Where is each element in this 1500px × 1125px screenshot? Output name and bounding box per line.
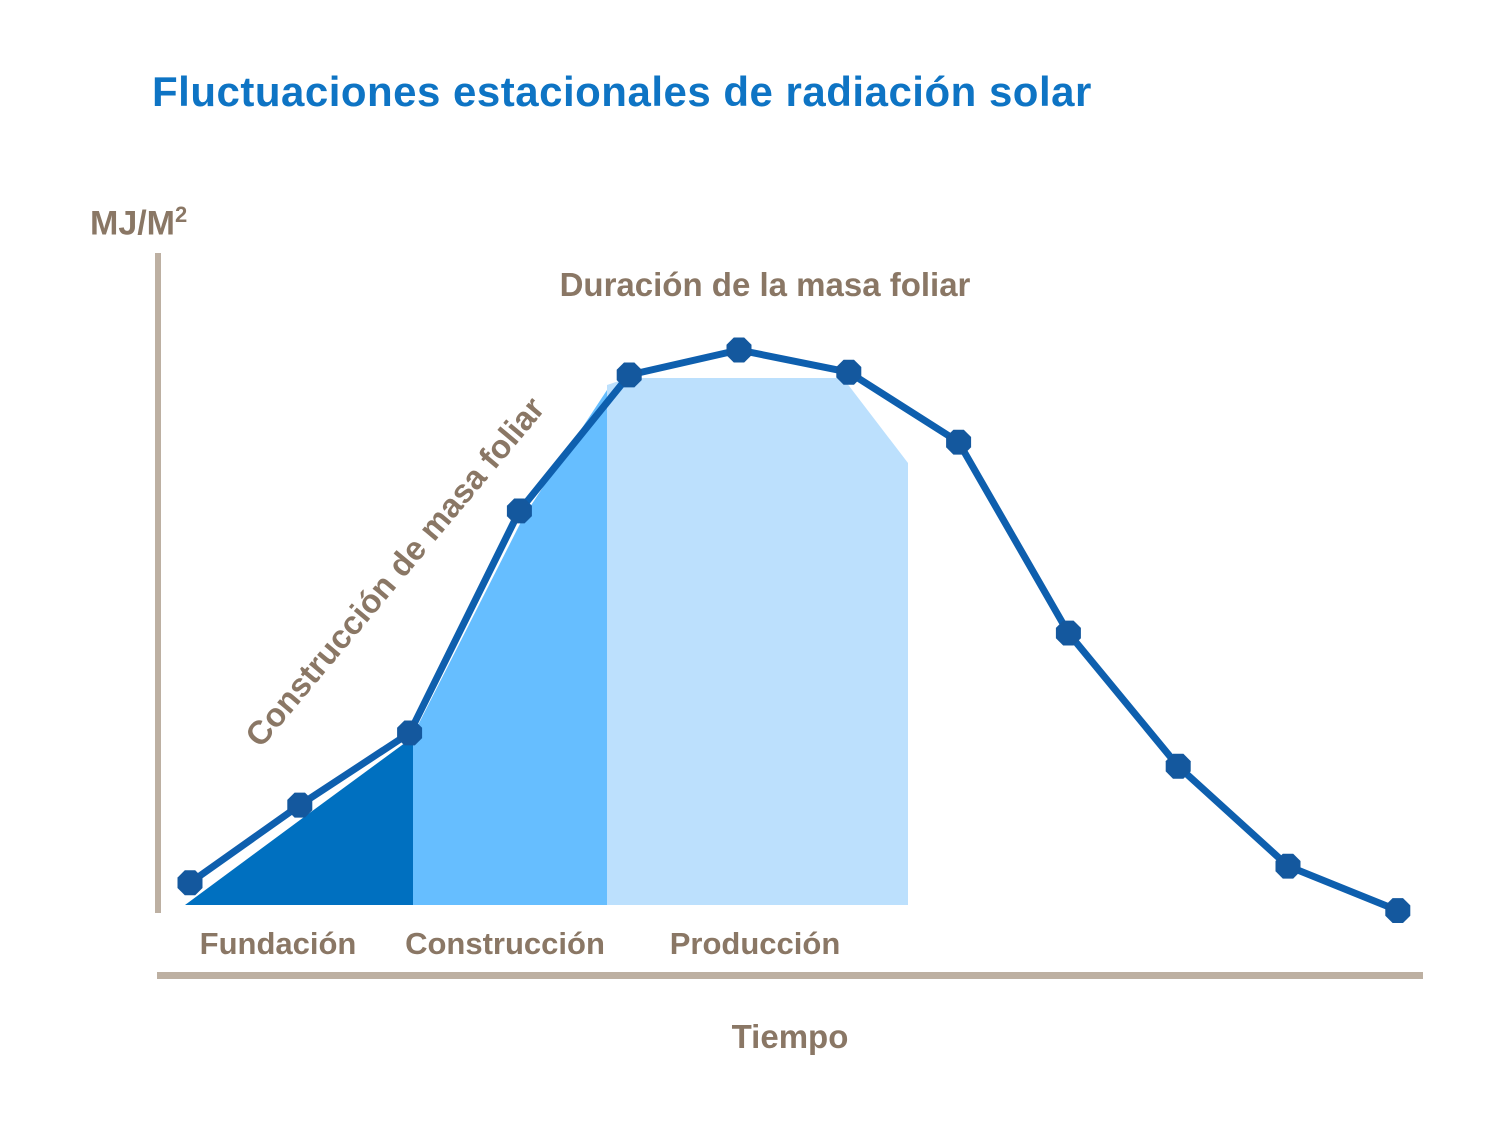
data-point-marker [506, 498, 532, 524]
x-axis-title: Tiempo [731, 1018, 849, 1055]
phase-area-construccion [413, 390, 607, 905]
data-point-marker [177, 870, 203, 896]
phase-area-fundacion [185, 737, 413, 905]
series-marker-layer [177, 337, 1411, 923]
y-axis-unit-exponent: 2 [175, 202, 188, 227]
data-point-marker [1385, 898, 1411, 923]
data-point-marker [946, 429, 972, 455]
y-axis-unit: MJ/M2 [90, 202, 187, 243]
phase-label-construccion: Construcción [405, 926, 605, 961]
phase-label-fundacion: Fundación [199, 926, 357, 961]
area-layer [185, 378, 908, 905]
data-point-marker [836, 359, 862, 385]
y-axis-unit-base: MJ/M [90, 204, 175, 243]
data-point-marker [616, 362, 642, 388]
x-axis-line [157, 972, 1423, 979]
annotation-duration-masa-foliar: Duración de la masa foliar [559, 266, 971, 303]
radiation-line [186, 346, 1402, 914]
chart-title: Fluctuaciones estacionales de radiación … [152, 68, 1092, 115]
phase-label-produccion: Producción [669, 926, 841, 961]
data-point-marker [397, 720, 423, 746]
data-point-marker [287, 792, 313, 818]
data-point-marker [1275, 853, 1301, 879]
y-axis-line [155, 253, 161, 913]
data-point-marker [1055, 620, 1081, 646]
series-line-layer [186, 346, 1402, 914]
phase-area-produccion [607, 378, 908, 905]
data-point-marker [1165, 753, 1191, 779]
data-point-marker [726, 337, 752, 363]
